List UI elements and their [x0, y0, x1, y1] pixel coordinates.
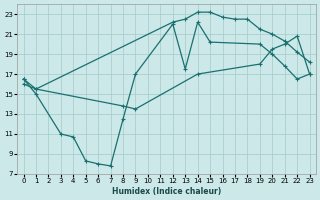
X-axis label: Humidex (Indice chaleur): Humidex (Indice chaleur) [112, 187, 221, 196]
